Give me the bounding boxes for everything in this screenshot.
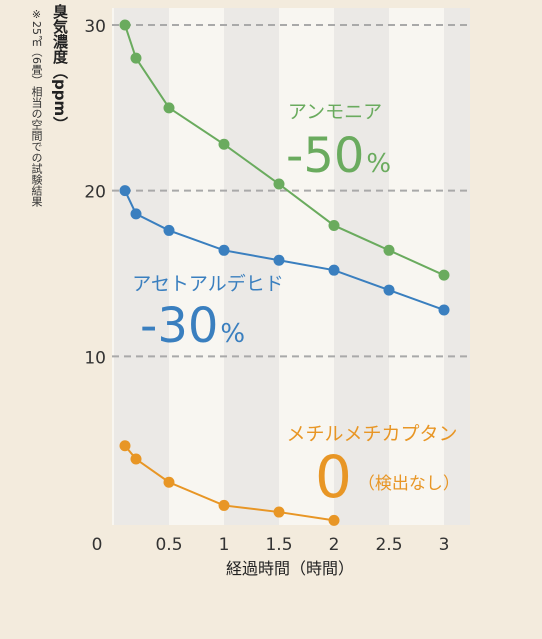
data-point (119, 19, 131, 31)
series-name-label: アセトアルデヒド (132, 273, 283, 295)
data-point (383, 284, 395, 296)
x-tick-label: 2 (329, 535, 340, 555)
reduction-label: -50% (286, 128, 391, 184)
data-point (273, 178, 285, 190)
data-point (328, 514, 340, 526)
data-point (218, 138, 230, 150)
y-tick-label: 20 (84, 183, 106, 203)
series-line-1 (124, 190, 445, 311)
plot-band (224, 8, 279, 525)
data-point (119, 440, 131, 452)
plot-band (334, 8, 389, 525)
reduction-unit: % (366, 149, 391, 179)
test-condition-note: ※25㎥（6畳）相当の空間での試験結果 (30, 8, 43, 207)
reduction-value: -50 (286, 128, 364, 184)
x-tick-label: 0.5 (155, 535, 182, 555)
y-axis-label: 臭気濃度（ppm） (51, 4, 69, 132)
data-point (130, 52, 142, 64)
y-tick-label: 30 (84, 17, 106, 37)
series-line-0 (124, 24, 445, 277)
x-tick-label: 3 (439, 535, 450, 555)
data-point (119, 185, 131, 197)
reduction-value: -30 (140, 298, 218, 354)
reduction-value: 0 (315, 443, 352, 511)
x-axis-label: 経過時間（時間） (226, 559, 354, 578)
reduction-unit: % (220, 319, 245, 349)
reduction-label: -30% (140, 298, 245, 354)
data-point (383, 244, 395, 256)
data-point (328, 264, 340, 276)
data-point (273, 254, 285, 266)
plot-band (169, 8, 224, 525)
data-point (328, 219, 340, 231)
reduction-label: 0 （検出なし） (315, 443, 460, 511)
data-point (130, 208, 142, 220)
series-name-label: メチルメチカプタン (286, 423, 457, 445)
data-point (163, 102, 175, 114)
reduction-unit: （検出なし） (358, 474, 460, 494)
data-point (438, 269, 450, 281)
plot-band (389, 8, 444, 525)
data-point (438, 304, 450, 316)
y-tick-label: 10 (84, 348, 106, 368)
plot-band (279, 8, 334, 525)
data-point (163, 476, 175, 488)
x-tick-label: 1 (219, 535, 230, 555)
data-point (163, 224, 175, 236)
x-tick-label: 0 (92, 535, 103, 555)
x-tick-label: 2.5 (375, 535, 402, 555)
series-name-label: アンモニア (288, 101, 382, 123)
data-point (273, 506, 285, 518)
data-point (218, 499, 230, 511)
plot-band (444, 8, 470, 525)
data-point (218, 244, 230, 256)
data-point (130, 453, 142, 465)
x-tick-label: 1.5 (265, 535, 292, 555)
